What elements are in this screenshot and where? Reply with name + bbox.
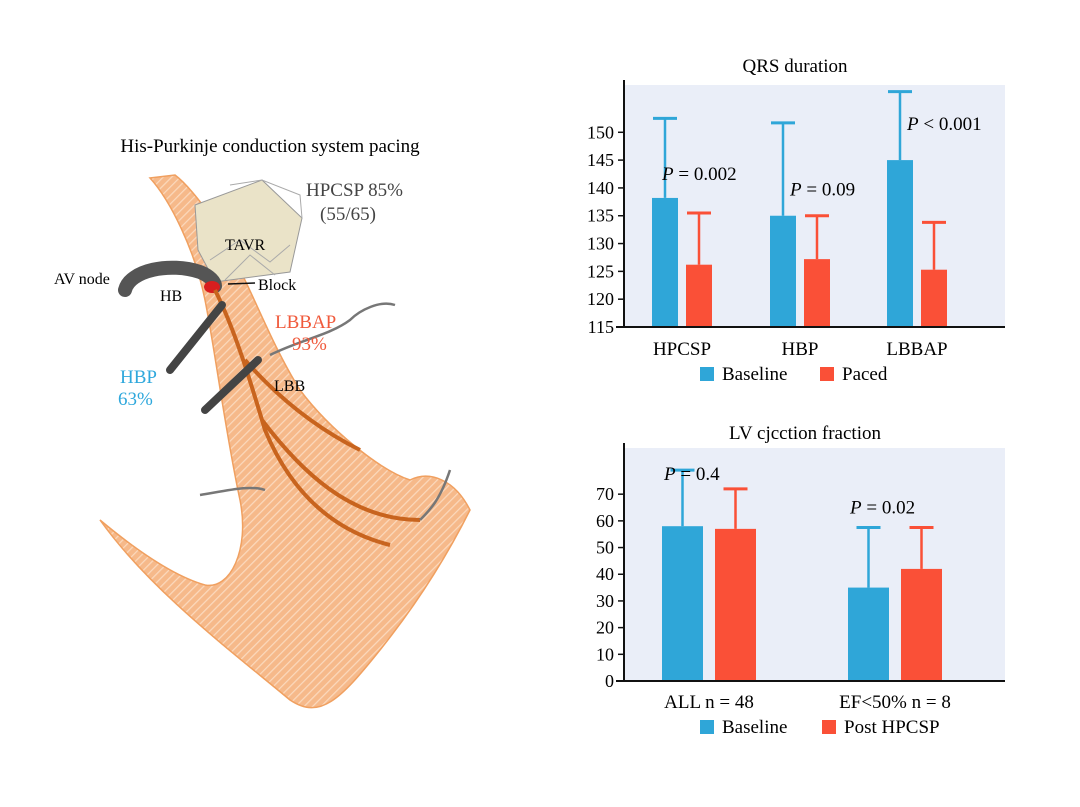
- p-value-annotation: P = 0.09: [789, 180, 855, 201]
- legend-label: Baseline: [722, 717, 787, 738]
- p-value-annotation: P = 0.002: [661, 164, 737, 185]
- y-tick-label: 60: [596, 511, 614, 531]
- label-tavr: TAVR: [225, 237, 266, 254]
- label-hbp: HBP: [120, 367, 157, 388]
- x-tick-label: HBP: [782, 339, 819, 360]
- label-hpcsp-count: (55/65): [320, 204, 376, 225]
- purkinje-fibers: [199, 302, 452, 521]
- legend-swatch: [700, 367, 714, 381]
- p-value-annotation: P = 0.4: [663, 464, 720, 485]
- legend-swatch: [822, 720, 836, 734]
- label-hpcsp: HPCSP 85%: [306, 180, 403, 201]
- hbp-lead: [166, 301, 226, 374]
- y-tick-label: 30: [596, 591, 614, 611]
- bar-baseline: [848, 587, 889, 681]
- legend-label: Paced: [842, 364, 888, 385]
- y-tick-label: 120: [587, 289, 614, 309]
- diagram-title: His-Purkinje conduction system pacing: [120, 136, 420, 157]
- y-tick-label: 130: [587, 234, 614, 254]
- heart-myocardium: [99, 174, 471, 709]
- y-tick-label: 10: [596, 644, 614, 664]
- p-value-annotation: P < 0.001: [906, 114, 982, 135]
- y-tick-label: 70: [596, 484, 614, 504]
- bar-baseline: [652, 197, 678, 327]
- y-tick-label: 0: [605, 671, 614, 691]
- y-tick-label: 140: [587, 178, 614, 198]
- y-tick-label: 135: [587, 206, 614, 226]
- block-arrow-icon: [227, 282, 256, 285]
- label-hbp-pct: 63%: [118, 389, 153, 410]
- legend-swatch: [820, 367, 834, 381]
- y-tick-label: 145: [587, 150, 614, 170]
- y-tick-label: 115: [588, 317, 614, 337]
- label-av-node: AV node: [54, 271, 110, 288]
- x-tick-label: ALL n = 48: [664, 692, 754, 713]
- y-tick-label: 150: [587, 122, 614, 142]
- label-hb: HB: [160, 288, 182, 305]
- qrs-duration-chart: QRS duration 115 120 125 130 135 140 145 150 HPC…: [587, 56, 1005, 385]
- lv-ejection-fraction-chart: LV cjcction fraction 0 10 20 30 40 50 60 70 ALL …: [596, 423, 1005, 738]
- bar-baseline: [770, 215, 796, 327]
- bar-paced: [921, 269, 947, 327]
- bar-baseline: [887, 160, 913, 327]
- bar-post-hpcsp: [901, 568, 942, 681]
- label-lbbap: LBBAP: [275, 312, 336, 333]
- chart-title: QRS duration: [742, 56, 848, 77]
- lbbap-lead: [201, 356, 262, 414]
- bar-paced: [686, 264, 712, 327]
- bar-baseline: [662, 526, 703, 681]
- label-block: Block: [258, 277, 296, 294]
- legend-swatch: [700, 720, 714, 734]
- chart-title: LV cjcction fraction: [729, 423, 881, 444]
- x-tick-label: HPCSP: [653, 339, 711, 360]
- left-bundle-branch: [213, 289, 421, 547]
- tavr-valve: [194, 179, 303, 283]
- bar-paced: [804, 259, 830, 327]
- y-tick-label: 125: [587, 261, 614, 281]
- label-lbb: LBB: [274, 378, 305, 395]
- label-lbbap-pct: 93%: [292, 334, 327, 355]
- x-tick-label: LBBAP: [886, 339, 947, 360]
- legend-label: Post HPCSP: [844, 717, 940, 738]
- y-tick-label: 50: [596, 538, 614, 558]
- x-tick-label: EF<50% n = 8: [839, 692, 951, 713]
- bar-post-hpcsp: [715, 528, 756, 681]
- y-tick-label: 20: [596, 618, 614, 638]
- conduction-diagram: His-Purkinje conduction system pacing HP…: [54, 136, 471, 709]
- y-tick-label: 40: [596, 564, 614, 584]
- p-value-annotation: P = 0.02: [849, 498, 915, 519]
- legend-label: Baseline: [722, 364, 787, 385]
